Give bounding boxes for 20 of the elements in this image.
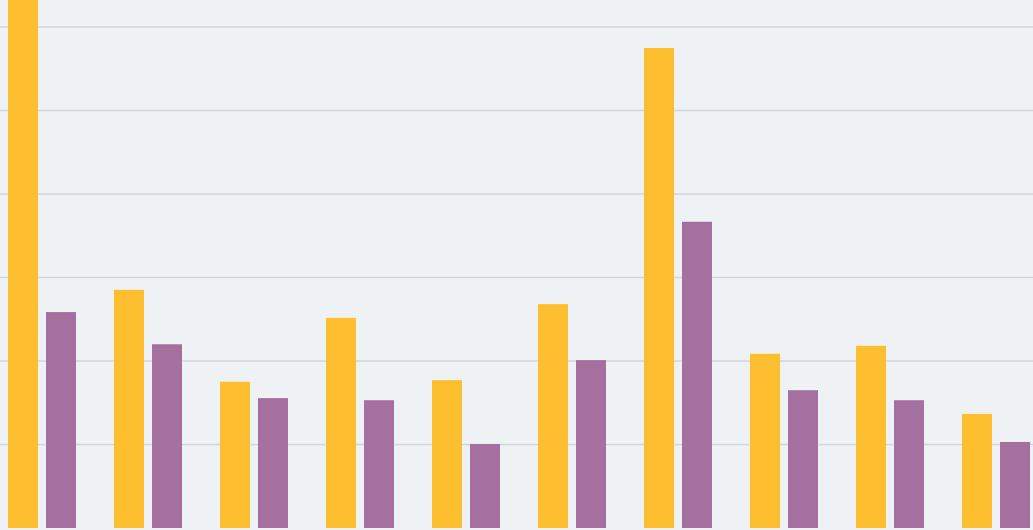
bar: [856, 345, 886, 528]
bar: [364, 400, 394, 528]
bar: [114, 289, 144, 528]
bar: [470, 444, 500, 528]
bar: [46, 312, 76, 528]
bar: [1000, 441, 1030, 528]
bar: [432, 380, 462, 528]
bar: [894, 400, 924, 528]
bar: [962, 413, 992, 528]
bar: [326, 317, 356, 528]
bar: [576, 360, 606, 528]
bar: [152, 344, 182, 528]
bar: [220, 381, 250, 528]
bar: [750, 353, 780, 528]
bar: [788, 390, 818, 528]
bar: [8, 0, 38, 528]
bar: [644, 48, 674, 528]
bar: [538, 304, 568, 528]
bar: [258, 398, 288, 528]
bar: [682, 221, 712, 528]
